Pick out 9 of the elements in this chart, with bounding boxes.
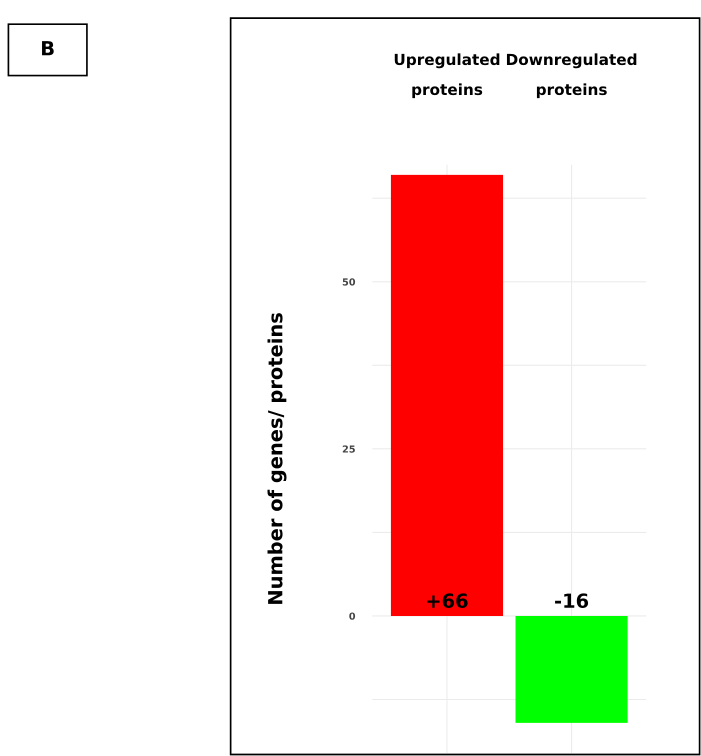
data-label: -16: [555, 593, 588, 608]
x-tick-label: Downregulated proteins: [506, 53, 636, 98]
y-tick-label: 0: [349, 612, 356, 620]
y-tick-label: 50: [342, 278, 356, 286]
text: B: [42, 41, 54, 56]
data-label: +66: [427, 593, 468, 608]
y-tick-label: 25: [342, 445, 355, 453]
x-tick-label: Upregulated proteins: [394, 53, 500, 98]
y-axis-title: Number of genes/ proteins: [268, 313, 286, 604]
